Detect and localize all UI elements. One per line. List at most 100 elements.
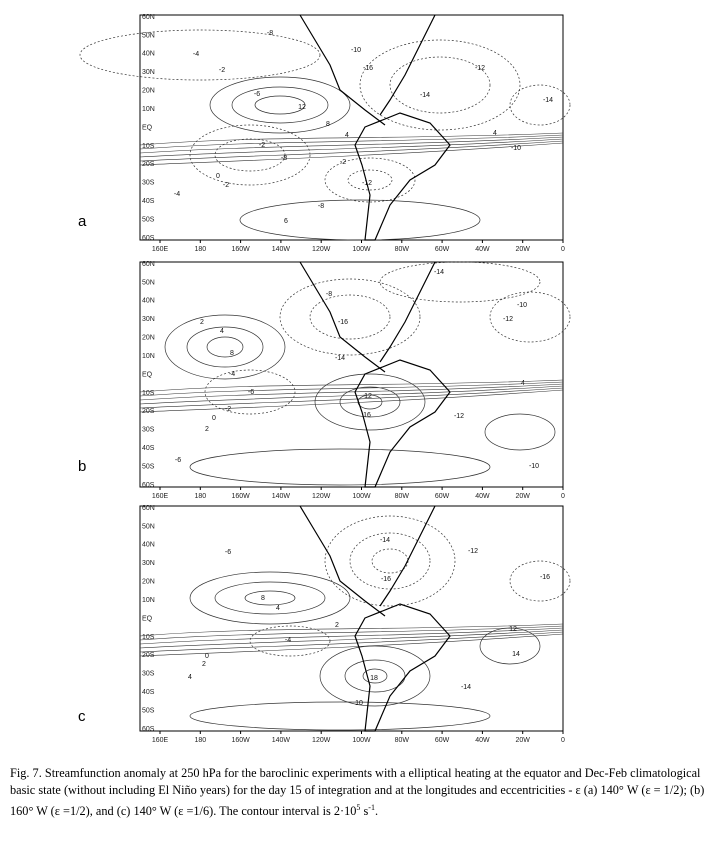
lon-tick-label: 160E [152, 246, 169, 253]
contour [139, 385, 564, 405]
contour-label: 8 [261, 595, 265, 602]
lat-tick-label: 40S [142, 689, 155, 696]
contour-label: 12 [509, 626, 517, 633]
lon-tick-label: 160E [152, 493, 169, 500]
lat-tick-label: 30N [142, 316, 155, 323]
contour [214, 581, 326, 615]
lat-tick-label: 40N [142, 51, 155, 58]
contour-label: -14 [420, 92, 430, 99]
lon-tick-label: 40W [475, 493, 490, 500]
lat-tick-label: 20S [142, 408, 155, 415]
contour-label: -12 [362, 180, 372, 187]
lon-tick-label: 0 [561, 493, 565, 500]
contour-label: -8 [281, 155, 287, 162]
contour-label: -2 [259, 142, 265, 149]
caption-text: 5 [356, 803, 361, 812]
lon-tick-label: 40W [475, 737, 490, 744]
lat-tick-label: 40N [142, 542, 155, 549]
lon-tick-label: 20W [515, 493, 530, 500]
contour [206, 336, 244, 358]
lon-tick-label: 80W [395, 493, 410, 500]
lat-tick-label: 30S [142, 427, 155, 434]
lon-tick-label: 140W [272, 493, 291, 500]
panel-label: b [78, 458, 86, 475]
contour [139, 625, 564, 641]
contour-label: -16 [381, 576, 391, 583]
contour-label: -14 [434, 269, 444, 276]
panel-label: c [78, 708, 86, 725]
contour-label: -14 [380, 537, 390, 544]
contour-label: 0 [216, 173, 220, 180]
contour-label: -6 [175, 457, 181, 464]
contour-label: 2 [335, 622, 339, 629]
contour-label: -6 [225, 549, 231, 556]
contour [484, 413, 556, 451]
lon-tick-label: 100W [352, 493, 371, 500]
contour-label: -2 [340, 159, 346, 166]
contour [359, 39, 521, 131]
lat-tick-label: 50N [142, 279, 155, 286]
lat-tick-label: 40N [142, 298, 155, 305]
contour-label: -8 [267, 30, 273, 37]
lon-tick-label: 120W [312, 737, 331, 744]
contour-label: -6 [254, 91, 260, 98]
lat-tick-label: 50N [142, 523, 155, 530]
contour-label: -2 [225, 406, 231, 413]
lon-tick-label: 160E [152, 737, 169, 744]
lat-tick-label: EQ [142, 124, 153, 131]
lon-tick-label: 140W [272, 246, 291, 253]
contour-label: 16 [363, 412, 371, 419]
map-frame [139, 261, 564, 488]
contour-label: -8 [318, 203, 324, 210]
lon-tick-label: 100W [352, 246, 371, 253]
lon-tick-label: 60W [435, 246, 450, 253]
lon-tick-label: 180 [194, 493, 206, 500]
lat-tick-label: 10S [142, 390, 155, 397]
lon-tick-label: 60W [435, 737, 450, 744]
contour [139, 379, 564, 393]
contour [344, 659, 406, 693]
lon-tick-label: 80W [395, 737, 410, 744]
contour-label: 14 [512, 651, 520, 658]
lat-tick-label: 30N [142, 69, 155, 76]
contour-label: -14 [461, 684, 471, 691]
contour [139, 623, 564, 637]
lat-tick-label: 30S [142, 671, 155, 678]
contour-label: 12 [364, 393, 372, 400]
contour-label: -10 [529, 463, 539, 470]
lon-tick-label: 60W [435, 493, 450, 500]
contour [79, 29, 321, 81]
caption-text: s [360, 804, 369, 819]
coastline [299, 14, 451, 241]
contour [139, 140, 564, 162]
lon-tick-label: 160W [231, 493, 250, 500]
lat-tick-label: 20S [142, 161, 155, 168]
lat-tick-label: EQ [142, 371, 153, 378]
contour-label: 2 [202, 661, 206, 668]
contour [139, 627, 564, 645]
contour [319, 645, 431, 707]
contour [309, 294, 391, 340]
lat-tick-label: 10N [142, 353, 155, 360]
contour [189, 701, 491, 731]
lon-tick-label: 80W [395, 246, 410, 253]
lon-tick-label: 40W [475, 246, 490, 253]
contour-label: -8 [326, 291, 332, 298]
contour [186, 326, 264, 368]
caption-text: -1 [368, 803, 375, 812]
lon-tick-label: 0 [561, 737, 565, 744]
contour [362, 668, 388, 684]
contour [204, 369, 296, 415]
lon-tick-label: 120W [312, 246, 331, 253]
lat-tick-label: 10S [142, 143, 155, 150]
contour [139, 629, 564, 649]
contour-label: -12 [454, 413, 464, 420]
contour-label: 12 [298, 104, 306, 111]
contour-label: -10 [511, 145, 521, 152]
contour-label: 4 [276, 605, 280, 612]
contour [339, 386, 401, 418]
contour-label: 4 [345, 132, 349, 139]
lat-tick-label: 30S [142, 180, 155, 187]
lat-tick-label: 50S [142, 707, 155, 714]
